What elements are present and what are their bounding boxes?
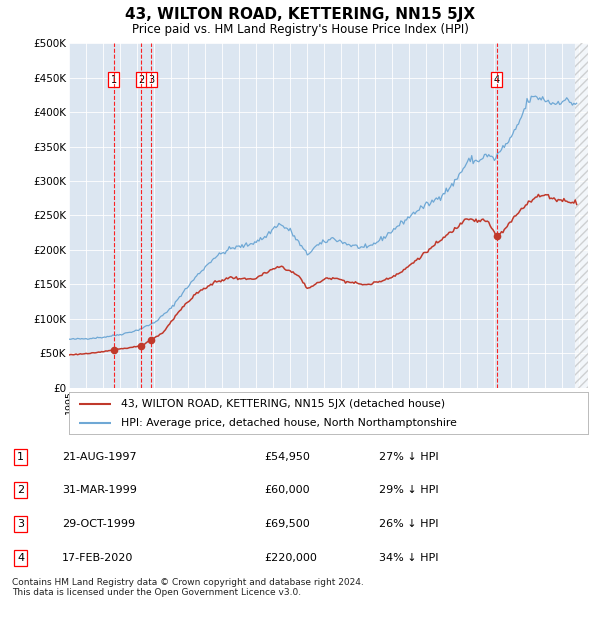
Text: 2: 2 — [17, 485, 24, 495]
Text: 31-MAR-1999: 31-MAR-1999 — [62, 485, 137, 495]
Text: 27% ↓ HPI: 27% ↓ HPI — [379, 452, 439, 462]
Text: 43, WILTON ROAD, KETTERING, NN15 5JX: 43, WILTON ROAD, KETTERING, NN15 5JX — [125, 7, 475, 22]
Text: £60,000: £60,000 — [265, 485, 310, 495]
Text: 34% ↓ HPI: 34% ↓ HPI — [379, 553, 439, 563]
Text: £54,950: £54,950 — [265, 452, 311, 462]
Bar — [575, 43, 588, 388]
Text: 26% ↓ HPI: 26% ↓ HPI — [379, 519, 439, 529]
Text: 3: 3 — [148, 75, 154, 85]
Text: 17-FEB-2020: 17-FEB-2020 — [62, 553, 133, 563]
Text: Price paid vs. HM Land Registry's House Price Index (HPI): Price paid vs. HM Land Registry's House … — [131, 23, 469, 36]
Text: HPI: Average price, detached house, North Northamptonshire: HPI: Average price, detached house, Nort… — [121, 418, 457, 428]
Text: 1: 1 — [111, 75, 117, 85]
Text: £69,500: £69,500 — [265, 519, 310, 529]
Text: 1: 1 — [17, 452, 24, 462]
Text: 4: 4 — [494, 75, 500, 85]
Text: 3: 3 — [17, 519, 24, 529]
Text: 4: 4 — [17, 553, 24, 563]
Text: 21-AUG-1997: 21-AUG-1997 — [62, 452, 136, 462]
Text: £220,000: £220,000 — [265, 553, 317, 563]
Text: 29-OCT-1999: 29-OCT-1999 — [62, 519, 135, 529]
Text: 43, WILTON ROAD, KETTERING, NN15 5JX (detached house): 43, WILTON ROAD, KETTERING, NN15 5JX (de… — [121, 399, 445, 409]
Bar — [575, 43, 588, 388]
Text: 2: 2 — [138, 75, 145, 85]
Text: 29% ↓ HPI: 29% ↓ HPI — [379, 485, 439, 495]
Text: Contains HM Land Registry data © Crown copyright and database right 2024.
This d: Contains HM Land Registry data © Crown c… — [12, 578, 364, 597]
